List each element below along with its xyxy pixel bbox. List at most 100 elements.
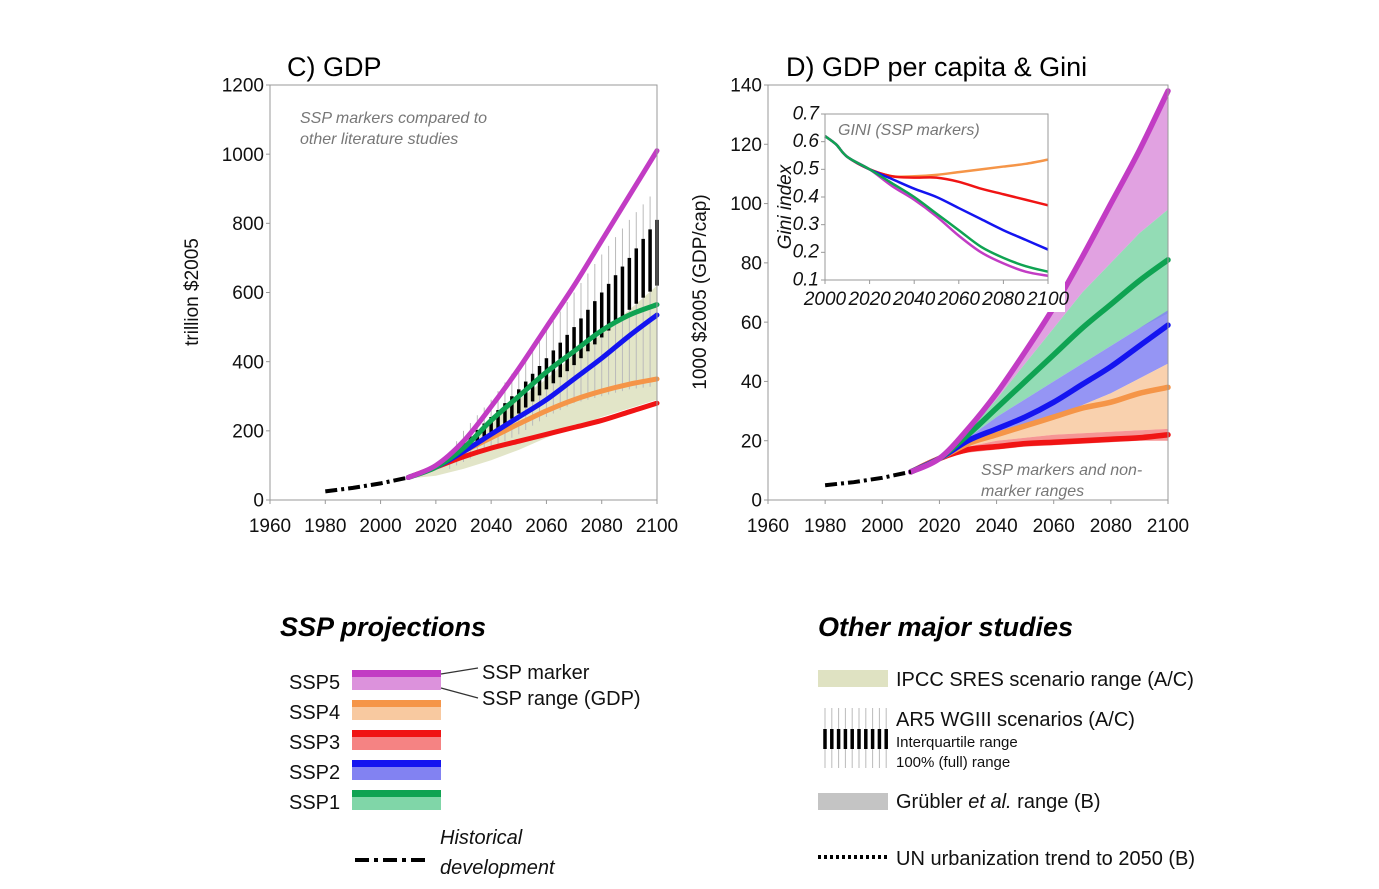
ssp5-legend-label: SSP5 <box>289 672 340 694</box>
x-tick-label: 2000 <box>803 289 847 310</box>
y-tick-label: 100 <box>730 194 762 215</box>
gdp-per-capita-chart: D) GDP per capita & Gini 1000 $2005 (GDP/… <box>690 52 1189 537</box>
ssp2-legend-label: SSP2 <box>289 762 340 784</box>
y-tick-label: 400 <box>232 352 264 373</box>
other-studies-legend: Other major studies IPCC SRES scenario r… <box>818 612 1195 870</box>
x-tick-label: 2060 <box>1033 516 1075 537</box>
ssp1-gini-line <box>824 135 1049 273</box>
inset-background <box>775 100 1065 312</box>
chart-annotation: other literature studies <box>300 131 458 148</box>
x-tick-label: 2060 <box>525 516 567 537</box>
x-tick-label: 2100 <box>1026 289 1070 310</box>
x-tick-label: 2080 <box>981 289 1025 310</box>
historical-line <box>325 475 409 494</box>
x-tick-label: 2020 <box>415 516 457 537</box>
marker-leader-line <box>440 667 479 675</box>
ssp4-marker-swatch <box>352 700 441 707</box>
ssp-range-label: SSP range (GDP) <box>482 688 641 710</box>
y-tick-label: 200 <box>232 421 264 442</box>
grubler-label-b: et al. <box>968 791 1011 813</box>
chart-annotation: SSP markers compared to <box>300 110 487 127</box>
y-tick-label: 20 <box>741 431 762 452</box>
y-tick-label: 0.6 <box>793 131 820 152</box>
grubler-label-a: Grübler <box>896 791 968 813</box>
y-tick-label: 80 <box>741 254 762 275</box>
grubler-label-c: range (B) <box>1012 791 1101 813</box>
y-tick-label: 60 <box>741 313 762 334</box>
ssp-marker-label: SSP marker <box>482 662 590 684</box>
y-tick-label: 0 <box>253 491 264 512</box>
ssp-legend: SSP projections SSP5 SSP4 SSP3 SSP2 SSP1 SSP… <box>280 612 641 879</box>
gini-inset-chart: 2000 2020 2040 2060 2080 2100 0.1 0.2 0.3 0.4 0.5 0… <box>775 100 1070 312</box>
chart-annotation: SSP markers and non- <box>981 462 1142 479</box>
y-tick-label: 1200 <box>222 76 264 97</box>
x-tick-label: 2100 <box>636 516 678 537</box>
inset-y-axis-label: Gini index <box>775 163 796 249</box>
ssp5-marker-line <box>908 88 1171 475</box>
x-tick-label: 1960 <box>747 516 789 537</box>
ssp1-legend-label: SSP1 <box>289 792 340 814</box>
un-urbanization-label: UN urbanization trend to 2050 (B) <box>896 848 1195 870</box>
x-tick-label: 2100 <box>1147 516 1189 537</box>
ssp2-range-band <box>910 310 1168 472</box>
sres-label: IPCC SRES scenario range (A/C) <box>896 669 1194 691</box>
y-axis-label: trillion $2005 <box>182 238 203 346</box>
chart-annotation: marker ranges <box>981 483 1084 500</box>
x-tick-label: 1980 <box>304 516 346 537</box>
ssp4-range-swatch <box>352 705 441 720</box>
historical-label-1: Historical <box>440 827 523 849</box>
x-tick-label: 2040 <box>892 289 936 310</box>
ssp5-range-swatch <box>352 675 441 690</box>
historical-label-2: development <box>440 857 556 879</box>
ssp3-marker-swatch <box>352 730 441 737</box>
inset-title: GINI (SSP markers) <box>838 122 980 139</box>
y-tick-label: 800 <box>232 214 264 235</box>
sres-swatch <box>818 670 888 687</box>
x-tick-label: 2060 <box>937 289 981 310</box>
ssp1-range-band <box>910 209 1168 472</box>
grubler-label: Grübler et al. range (B) <box>896 791 1101 813</box>
ar5-label: AR5 WGIII scenarios (A/C) <box>896 709 1135 731</box>
grubler-swatch <box>818 793 888 810</box>
x-tick-label: 2040 <box>470 516 512 537</box>
ssp5-marker-swatch <box>352 670 441 677</box>
y-tick-label: 0.1 <box>793 269 819 290</box>
ssp-legend-heading: SSP projections <box>280 612 486 642</box>
ar5-full-label: 100% (full) range <box>896 754 1010 771</box>
y-tick-label: 0.7 <box>793 103 821 124</box>
y-tick-label: 0.3 <box>793 214 820 235</box>
x-tick-label: 2020 <box>918 516 960 537</box>
ar5-swatch <box>823 708 888 768</box>
x-tick-label: 2040 <box>975 516 1017 537</box>
chart-title: C) GDP <box>287 52 382 82</box>
ssp1-marker-swatch <box>352 790 441 797</box>
ssp4-range-band <box>910 363 1168 472</box>
plot-frame <box>767 84 1169 501</box>
ssp4-legend-label: SSP4 <box>289 702 340 724</box>
ssp1-marker-line <box>405 302 660 481</box>
y-tick-label: 40 <box>741 372 762 393</box>
y-axis-label: 1000 $2005 (GDP/cap) <box>690 194 711 389</box>
x-tick-label: 2080 <box>1090 516 1132 537</box>
ssp2-marker-swatch <box>352 760 441 767</box>
x-tick-label: 1960 <box>249 516 291 537</box>
y-tick-label: 0 <box>751 491 762 512</box>
y-tick-label: 0.4 <box>793 186 819 207</box>
y-tick-label: 600 <box>232 283 264 304</box>
x-tick-label: 1980 <box>804 516 846 537</box>
ssp3-range-swatch <box>352 735 441 750</box>
y-tick-label: 0.2 <box>793 242 820 263</box>
other-legend-heading: Other major studies <box>818 612 1073 642</box>
ssp1-range-swatch <box>352 795 441 810</box>
y-tick-label: 1000 <box>222 145 264 166</box>
y-tick-label: 0.5 <box>793 159 820 180</box>
y-tick-label: 120 <box>730 135 762 156</box>
x-tick-label: 2080 <box>581 516 623 537</box>
ssp5-marker-line <box>405 148 660 481</box>
ar5-iqr-label: Interquartile range <box>896 734 1018 751</box>
range-leader-line <box>440 687 479 699</box>
x-tick-label: 2000 <box>861 516 903 537</box>
x-tick-label: 2000 <box>359 516 401 537</box>
